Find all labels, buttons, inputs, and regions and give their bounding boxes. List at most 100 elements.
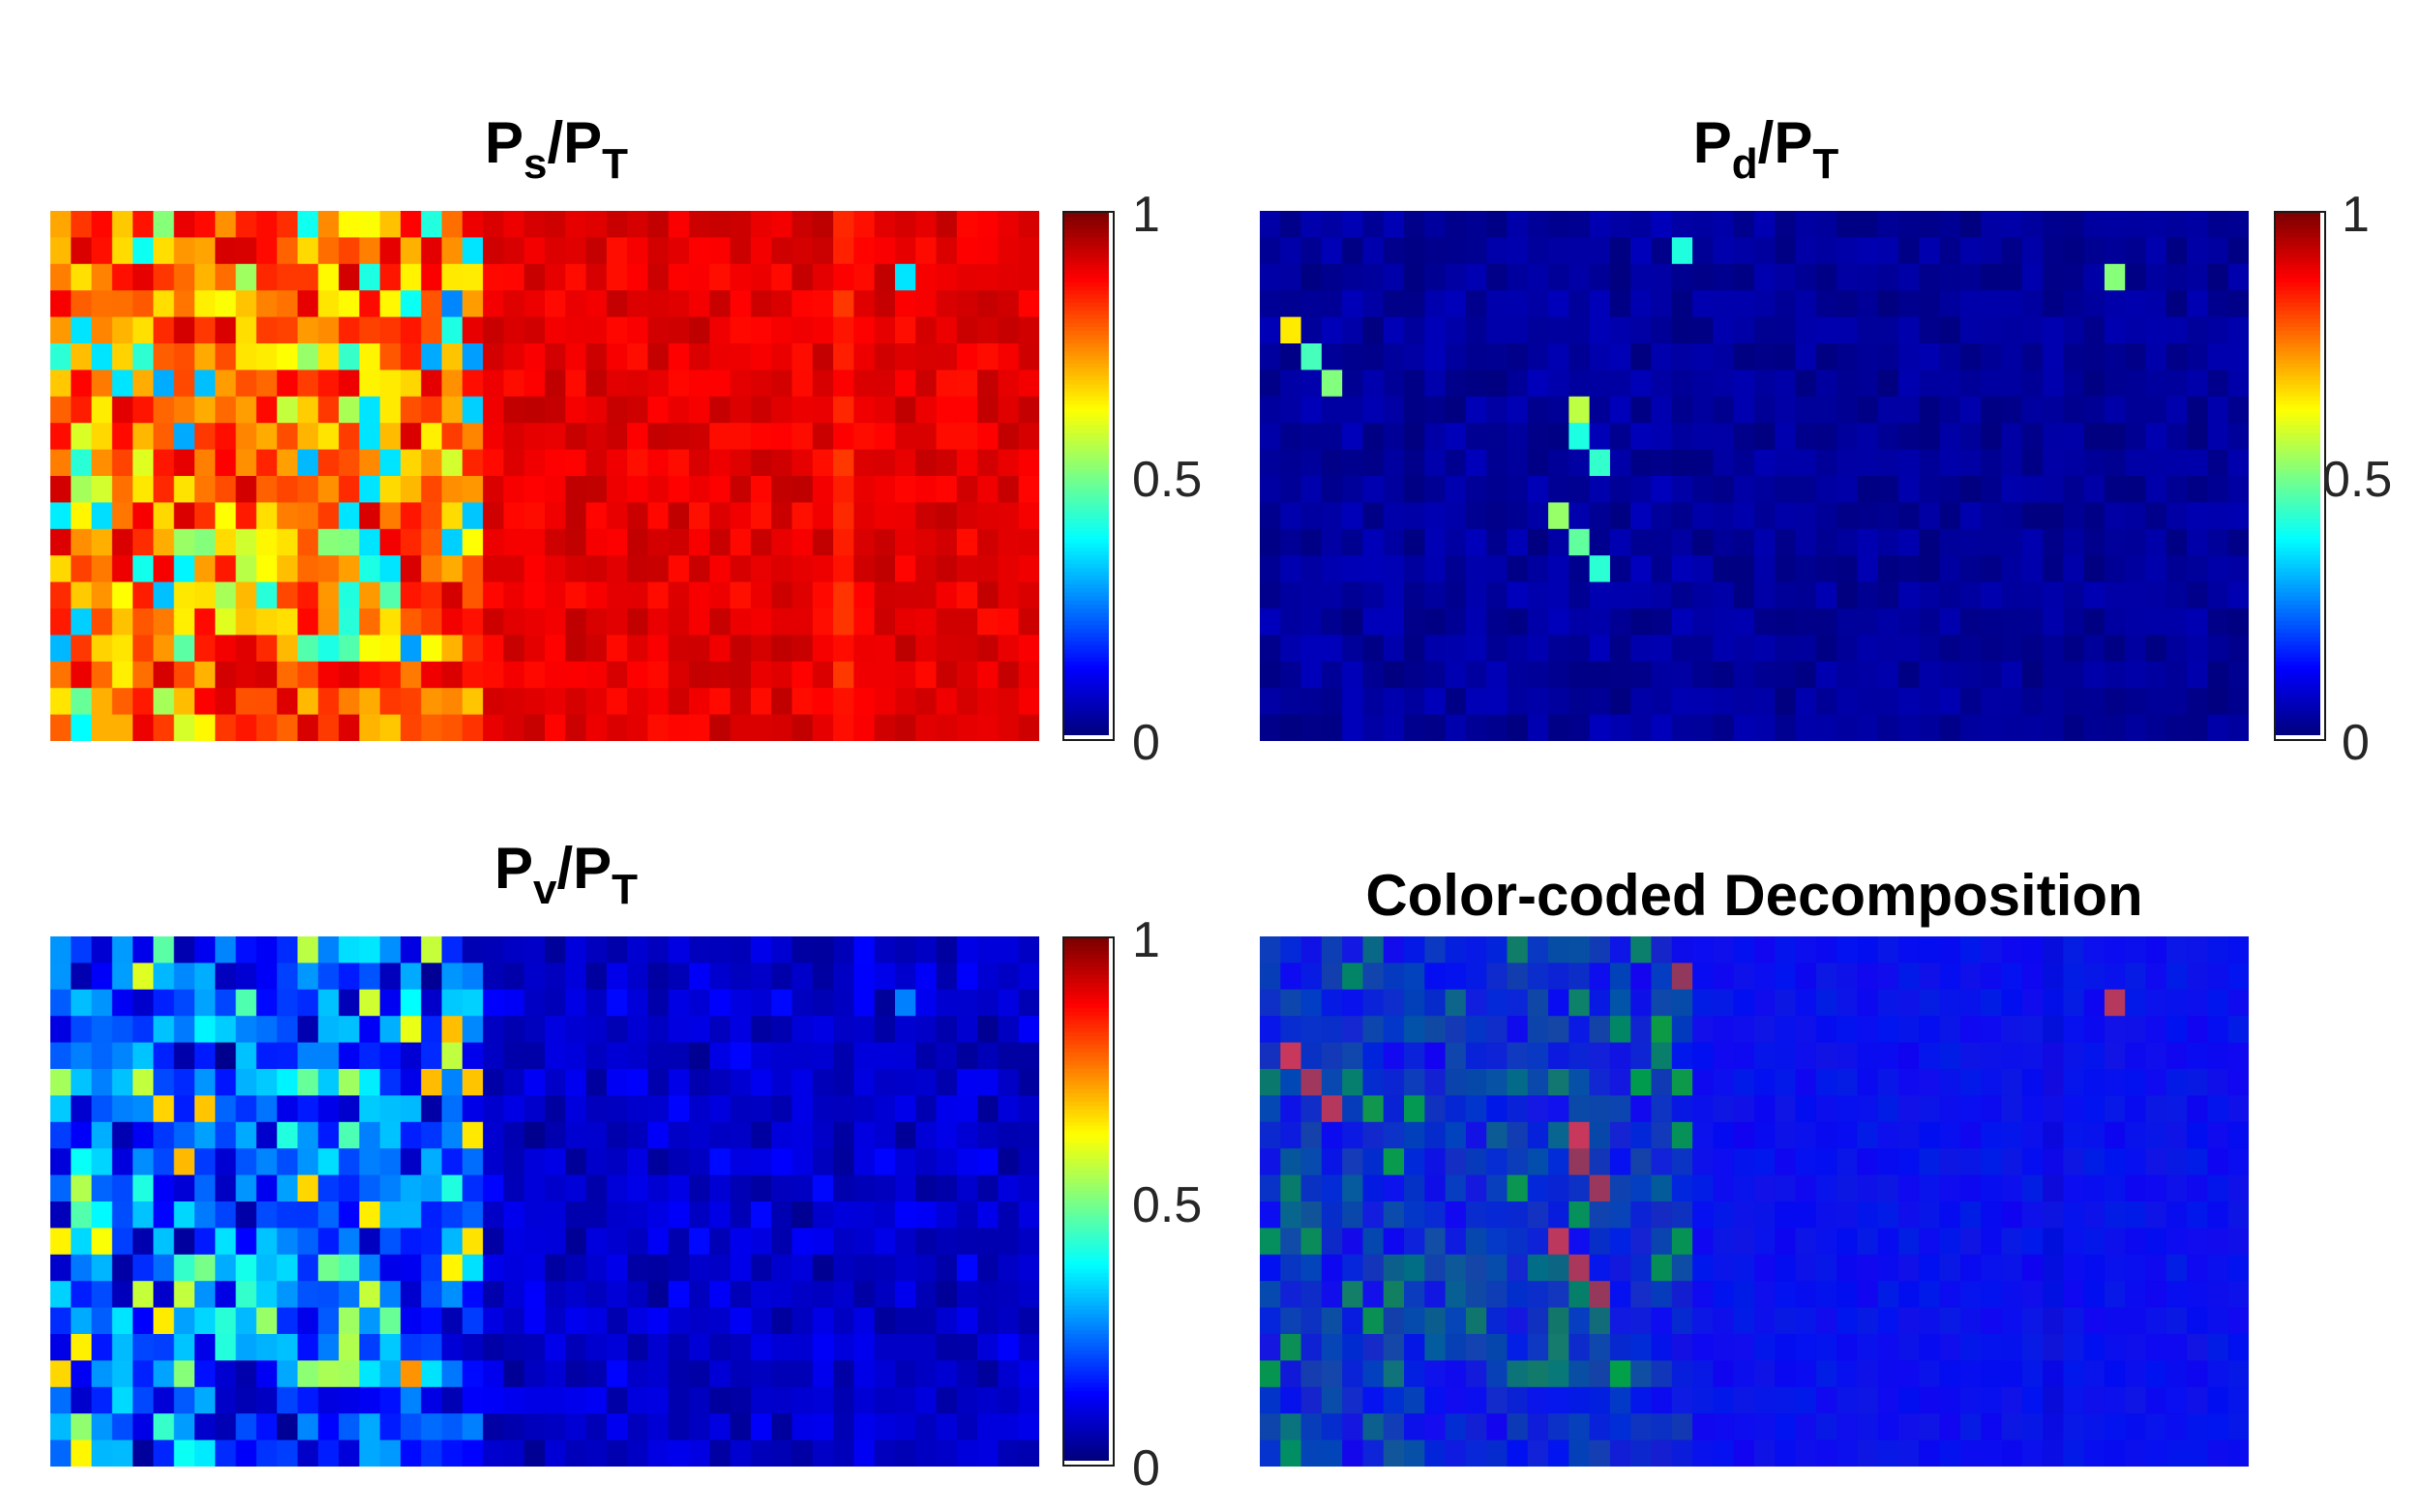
colorbar-step: [1064, 307, 1109, 311]
heatmap-cell: [1733, 502, 1755, 530]
heatmap-cell: [956, 237, 978, 265]
colorbar-step: [1064, 416, 1109, 422]
heatmap-cell: [173, 1201, 195, 1229]
heatmap-cell: [173, 1069, 195, 1096]
heatmap-cell: [627, 1334, 649, 1361]
heatmap-cell: [339, 1413, 360, 1441]
colorbar-step: [1064, 1277, 1109, 1282]
heatmap-cell: [1465, 989, 1487, 1017]
heatmap-cell: [956, 581, 978, 609]
heatmap-cell: [730, 237, 752, 265]
heatmap-cell: [194, 1439, 216, 1467]
heatmap-cell: [215, 1016, 237, 1044]
heatmap-cell: [1671, 1174, 1693, 1202]
heatmap-cell: [977, 555, 1000, 583]
heatmap-cell: [1939, 1228, 1961, 1256]
heatmap-cell: [894, 211, 916, 238]
heatmap-cell: [730, 936, 752, 964]
heatmap-cell: [2104, 396, 2126, 424]
heatmap-cell: [379, 1016, 402, 1044]
heatmap-cell: [894, 528, 916, 556]
heatmap-cell: [359, 1254, 381, 1282]
heatmap-cell: [2083, 1413, 2105, 1441]
heatmap-cell: [1342, 528, 1364, 556]
heatmap-cell: [1609, 528, 1631, 556]
colorbar-step: [2276, 616, 2320, 622]
heatmap-cell: [1589, 476, 1611, 503]
heatmap-cell: [2187, 396, 2209, 424]
heatmap-cell: [153, 1334, 175, 1361]
colorbar-step: [2276, 563, 2320, 569]
colorbar-step: [2276, 318, 2320, 324]
heatmap-cell: [1959, 211, 1982, 238]
heatmap-cell: [689, 661, 710, 689]
colorbar-step: [1064, 551, 1109, 556]
heatmap-cell: [215, 1386, 237, 1414]
heatmap-cell: [668, 343, 690, 371]
heatmap-cell: [2001, 555, 2023, 583]
heatmap-cell: [2083, 1254, 2105, 1282]
heatmap-cell: [2043, 290, 2064, 318]
heatmap-cell: [1713, 1254, 1735, 1282]
heatmap-cell: [627, 263, 649, 291]
colorbar-step: [1064, 1346, 1109, 1351]
heatmap-cell: [709, 290, 732, 318]
heatmap-cell: [1651, 316, 1673, 344]
colorbar-step: [1064, 274, 1109, 280]
heatmap-pv-pt[interactable]: [50, 936, 1039, 1467]
heatmap-cell: [1609, 1439, 1631, 1467]
title-sub: v: [532, 866, 557, 913]
heatmap-cell: [791, 688, 814, 716]
heatmap-cell: [565, 396, 587, 424]
heatmap-cell: [235, 396, 257, 424]
heatmap-cell: [1651, 936, 1673, 964]
heatmap-cell: [1404, 1386, 1425, 1414]
heatmap-cell: [2001, 343, 2023, 371]
heatmap-ps-pt[interactable]: [50, 211, 1039, 741]
heatmap-cell: [483, 396, 505, 424]
heatmap-cell: [977, 1307, 1000, 1335]
heatmap-cell: [1754, 1121, 1776, 1149]
colorbar-step: [2276, 371, 2320, 377]
heatmap-cell: [441, 1042, 463, 1070]
heatmap-cell: [153, 1148, 175, 1176]
heatmap-cell: [1692, 343, 1715, 371]
heatmap-cell: [1959, 1069, 1982, 1096]
heatmap-cell: [1568, 1307, 1591, 1335]
heatmap-cell: [1527, 1334, 1549, 1361]
heatmap-cell: [1362, 316, 1385, 344]
heatmap-pd-pt[interactable]: [1260, 211, 2249, 741]
heatmap-cell: [606, 608, 628, 636]
heatmap-cell: [874, 211, 896, 238]
heatmap-color-coded[interactable]: [1260, 936, 2249, 1467]
heatmap-cell: [1713, 555, 1735, 583]
heatmap-cell: [1733, 263, 1755, 291]
heatmap-cell: [1465, 688, 1487, 716]
heatmap-cell: [1589, 423, 1611, 451]
heatmap-cell: [1651, 635, 1673, 663]
heatmap-cell: [545, 555, 566, 583]
colorbar-step: [2276, 690, 2320, 696]
heatmap-cell: [1548, 989, 1569, 1017]
heatmap-cell: [791, 1386, 814, 1414]
heatmap-cell: [894, 688, 916, 716]
heatmap-cell: [1651, 1148, 1673, 1176]
colorbar-step: [1064, 608, 1109, 614]
heatmap-cell: [359, 1174, 381, 1202]
heatmap-cell: [2227, 1121, 2249, 1149]
heatmap-cell: [709, 1360, 732, 1388]
heatmap-cell: [1465, 1069, 1487, 1096]
heatmap-cell: [1527, 1413, 1549, 1441]
heatmap-cell: [235, 211, 257, 238]
heatmap-cell: [647, 476, 670, 503]
heatmap-cell: [317, 1228, 340, 1256]
heatmap-cell: [627, 963, 649, 991]
heatmap-cell: [730, 476, 752, 503]
heatmap-cell: [915, 1148, 938, 1176]
heatmap-cell: [1548, 316, 1569, 344]
heatmap-cell: [1857, 963, 1879, 991]
heatmap-cell: [462, 1201, 484, 1229]
heatmap-cell: [194, 963, 216, 991]
heatmap-cell: [1775, 661, 1797, 689]
heatmap-cell: [71, 343, 93, 371]
